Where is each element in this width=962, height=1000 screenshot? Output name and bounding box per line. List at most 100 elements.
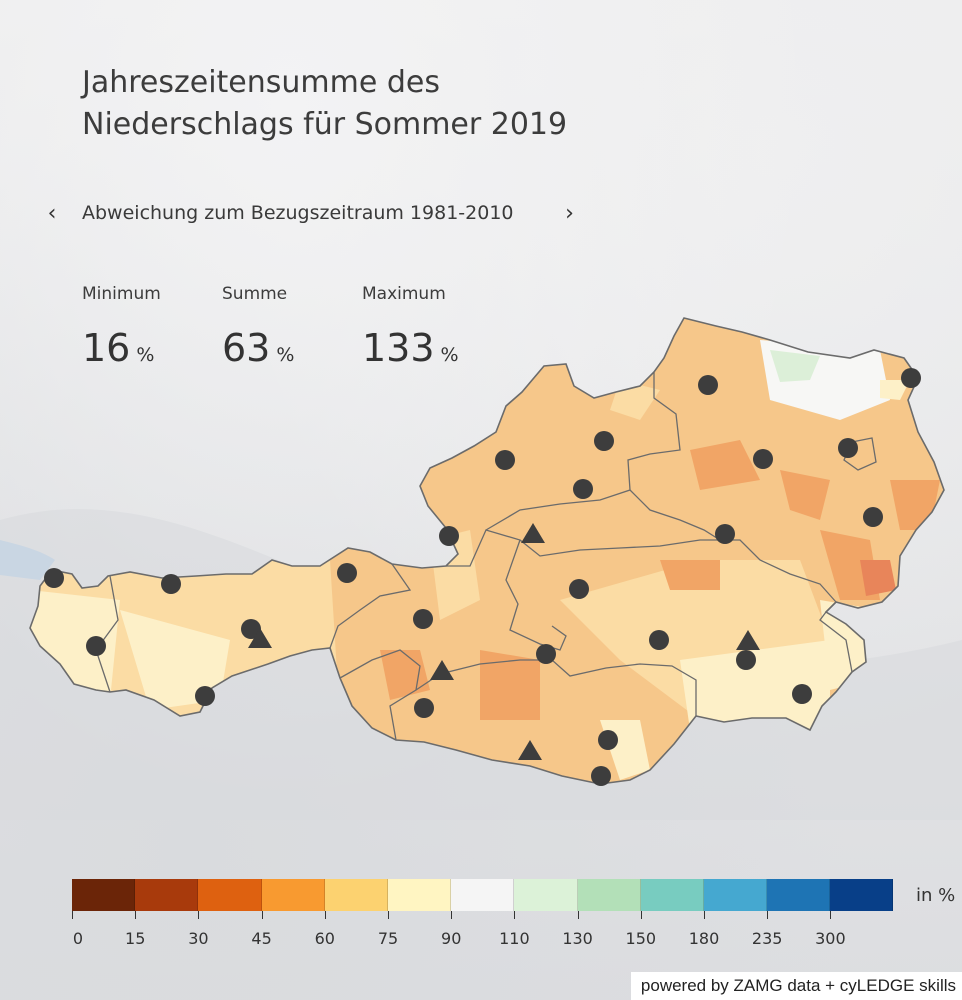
stat-minimum-label: Minimum — [82, 284, 161, 304]
station-circle-marker[interactable] — [439, 526, 459, 546]
stat-maximum-unit: % — [440, 344, 459, 366]
stat-maximum-value-wrap: 133% — [362, 326, 459, 370]
station-circle-marker[interactable] — [715, 524, 735, 544]
station-circle-marker[interactable] — [753, 449, 773, 469]
station-circle-marker[interactable] — [598, 730, 618, 750]
stat-summe-value: 63 — [222, 326, 271, 370]
station-circle-marker[interactable] — [337, 563, 357, 583]
legend-swatch — [703, 879, 768, 911]
station-triangle-marker[interactable] — [736, 630, 760, 650]
station-circle-marker[interactable] — [241, 619, 261, 639]
fill-waldviertel-dry — [690, 440, 760, 490]
fill-east-border — [880, 380, 910, 400]
legend-tick — [830, 911, 832, 919]
border-tyrol-salzburg — [329, 563, 412, 649]
legend-swatch — [577, 879, 641, 911]
legend-label: 0 — [72, 929, 84, 948]
legend-swatch — [324, 879, 388, 911]
fill-carinthia-dry — [480, 650, 540, 720]
station-circle-marker[interactable] — [44, 568, 64, 588]
stat-minimum-value-wrap: 16% — [82, 326, 161, 370]
station-circle-marker[interactable] — [414, 698, 434, 718]
legend-label: 15 — [125, 929, 146, 948]
legend-tick — [72, 911, 73, 919]
title-line-2: Niederschlags für Sommer 2019 — [82, 107, 568, 142]
station-circle-marker[interactable] — [495, 450, 515, 470]
fill-neusiedl-dry — [860, 560, 896, 596]
station-circle-marker[interactable] — [536, 644, 556, 664]
station-circle-marker[interactable] — [413, 609, 433, 629]
legend-tick — [640, 911, 642, 919]
comparison-period-selector: ‹ Abweichung zum Bezugszeitraum 1981-201… — [40, 198, 582, 228]
station-triangle-marker[interactable] — [430, 660, 454, 680]
legend-label: 150 — [625, 929, 657, 948]
stat-summe-unit: % — [276, 344, 295, 366]
station-circle-marker[interactable] — [863, 507, 883, 527]
legend-tick — [135, 911, 137, 919]
station-circle-marker[interactable] — [573, 479, 593, 499]
stat-maximum: Maximum 133% — [362, 284, 459, 370]
station-circle-marker[interactable] — [901, 368, 921, 388]
stat-summe-value-wrap: 63% — [222, 326, 294, 370]
legend-label: 300 — [815, 929, 846, 948]
station-circle-marker[interactable] — [86, 636, 106, 656]
legend-tick — [704, 911, 705, 919]
legend-label: 45 — [251, 929, 272, 948]
station-triangle-marker[interactable] — [521, 523, 545, 543]
legend-swatch — [387, 879, 452, 911]
chevron-right-icon[interactable]: › — [565, 200, 574, 226]
legend-tick — [577, 911, 579, 919]
legend-label: 110 — [499, 929, 530, 948]
legend-label: 75 — [377, 929, 399, 948]
stat-minimum-value: 16 — [82, 326, 131, 370]
legend-swatch — [135, 879, 199, 911]
station-circle-marker[interactable] — [195, 686, 215, 706]
fill-east-tyrol-dry — [380, 650, 430, 700]
station-circle-marker[interactable] — [569, 579, 589, 599]
fill-south-east — [680, 640, 830, 730]
legend-tick — [767, 911, 769, 919]
station-circle-marker[interactable] — [838, 438, 858, 458]
austria-precipitation-map — [0, 317, 962, 820]
station-markers — [44, 368, 921, 786]
legend-tick — [514, 911, 516, 919]
stat-maximum-label: Maximum — [362, 284, 446, 304]
title-line-1: Jahreszeitensumme des — [82, 65, 440, 100]
stat-summe: Summe 63% — [222, 284, 294, 370]
legend-label: 180 — [688, 929, 720, 948]
attribution: powered by ZAMG data + cyLEDGE skills — [630, 972, 962, 1000]
station-circle-marker[interactable] — [649, 630, 669, 650]
fill-lower-austria-dry — [780, 470, 830, 520]
legend-tick — [324, 911, 326, 919]
station-circle-marker[interactable] — [698, 375, 718, 395]
border-upper-austria-north — [485, 372, 681, 531]
station-circle-marker[interactable] — [792, 684, 812, 704]
station-triangle-marker[interactable] — [518, 740, 542, 760]
border-east-tyrol — [339, 649, 421, 741]
border-vorarlberg-tyrol — [95, 575, 119, 693]
legend-label: 90 — [441, 929, 462, 948]
legend-swatch — [261, 879, 325, 911]
border-styria-lower-austria — [519, 539, 837, 603]
legend-swatch — [72, 879, 136, 911]
station-circle-marker[interactable] — [594, 431, 614, 451]
legend-label: 130 — [562, 929, 593, 948]
station-circle-marker[interactable] — [161, 574, 181, 594]
legend-label: 235 — [751, 929, 783, 948]
legend-unit: in % — [916, 885, 956, 906]
page-title: Jahreszeitensumme des Niederschlags für … — [82, 62, 782, 146]
border-burgenland — [819, 601, 853, 673]
legend-swatch — [198, 879, 262, 911]
border-carinthia-styria — [415, 659, 697, 716]
comparison-period-label: Abweichung zum Bezugszeitraum 1981-2010 — [82, 202, 514, 224]
legend-swatch — [451, 879, 515, 911]
station-circle-marker[interactable] — [736, 650, 756, 670]
fill-styria-dry — [660, 560, 720, 590]
station-triangle-marker[interactable] — [248, 628, 272, 648]
legend-tick — [451, 911, 453, 919]
lake-constance-shape — [0, 540, 55, 580]
chevron-left-icon[interactable]: ‹ — [47, 200, 57, 226]
stat-summe-label: Summe — [222, 284, 288, 304]
legend-label: 60 — [314, 929, 335, 948]
station-circle-marker[interactable] — [591, 766, 611, 786]
